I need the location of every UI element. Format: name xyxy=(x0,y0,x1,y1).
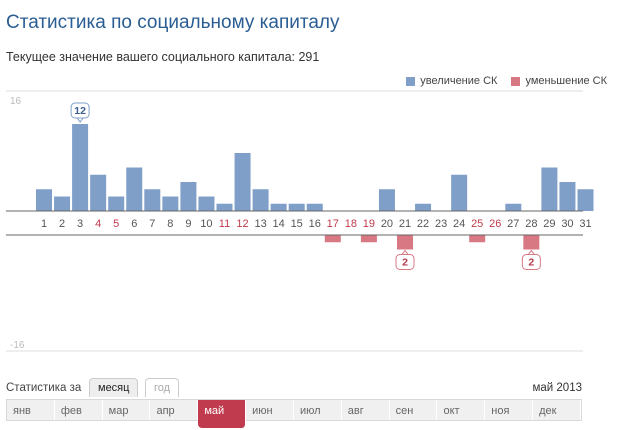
day-label-5: 5 xyxy=(113,218,119,230)
day-label-29: 29 xyxy=(543,218,555,230)
month-2[interactable]: фев xyxy=(55,400,103,420)
day-label-25: 25 xyxy=(471,218,483,230)
month-4[interactable]: апр xyxy=(150,400,199,420)
callout-label-day-3: 12 xyxy=(74,105,86,117)
increase-bar-day-8 xyxy=(162,196,179,211)
increase-bar-day-14 xyxy=(270,203,287,211)
increase-bar-day-27 xyxy=(505,203,522,211)
increase-bar-day-16 xyxy=(306,203,323,211)
day-label-4: 4 xyxy=(95,218,101,230)
legend-increase: увеличение СК xyxy=(406,75,497,87)
legend-decrease-swatch xyxy=(511,76,521,86)
month-6[interactable]: июн xyxy=(246,400,294,420)
legend-increase-swatch xyxy=(406,76,416,86)
day-label-21: 21 xyxy=(399,218,411,230)
day-label-22: 22 xyxy=(417,218,429,230)
decrease-bar-day-25 xyxy=(469,235,486,243)
increase-bar-day-1 xyxy=(36,189,52,211)
decrease-bar-day-28 xyxy=(523,235,540,250)
day-label-8: 8 xyxy=(167,218,173,230)
increase-bar-day-4 xyxy=(90,174,107,211)
legend-increase-label: увеличение СК xyxy=(420,75,498,87)
month-8[interactable]: авг xyxy=(342,400,390,420)
increase-bar-day-31 xyxy=(577,189,594,211)
day-label-19: 19 xyxy=(363,218,375,230)
increase-bar-day-12 xyxy=(234,153,251,211)
increase-bar-day-5 xyxy=(108,196,125,211)
decrease-bar-day-17 xyxy=(324,235,341,243)
increase-bar-day-29 xyxy=(541,167,558,211)
increase-bar-day-9 xyxy=(180,182,197,211)
y-tick-bottom: -16 xyxy=(10,340,25,351)
decrease-bar-day-19 xyxy=(360,235,377,243)
increase-bar-day-15 xyxy=(288,203,305,211)
day-label-26: 26 xyxy=(489,218,501,230)
social-capital-value: Текущее значение вашего социального капи… xyxy=(6,50,320,64)
increase-bar-day-30 xyxy=(559,182,576,211)
month-12[interactable]: дек xyxy=(533,400,581,420)
month-7[interactable]: июл xyxy=(294,400,342,420)
day-label-17: 17 xyxy=(327,218,339,230)
increase-bar-day-24 xyxy=(451,174,468,211)
page-title: Статистика по социальному капиталу xyxy=(6,12,340,33)
day-label-23: 23 xyxy=(435,218,447,230)
day-label-27: 27 xyxy=(507,218,519,230)
day-label-1: 1 xyxy=(41,218,47,230)
decrease-bar-day-21 xyxy=(397,235,413,250)
month-10[interactable]: окт xyxy=(437,400,486,420)
period-label: Статистика за xyxy=(6,382,82,394)
legend-decrease: уменьшение СК xyxy=(511,75,607,87)
callout-tail-day-3 xyxy=(76,117,85,123)
tab-year[interactable]: год xyxy=(145,378,180,397)
month-5[interactable]: май xyxy=(198,400,247,428)
day-label-3: 3 xyxy=(77,218,83,230)
y-tick-top: 16 xyxy=(10,96,22,107)
day-label-20: 20 xyxy=(381,218,393,230)
callout-tail-day-28 xyxy=(527,249,536,255)
increase-bar-day-11 xyxy=(216,203,233,211)
increase-bar-day-3 xyxy=(72,124,89,211)
day-label-15: 15 xyxy=(291,218,303,230)
day-label-16: 16 xyxy=(309,218,321,230)
day-label-14: 14 xyxy=(273,218,285,230)
day-label-30: 30 xyxy=(561,218,573,230)
day-label-31: 31 xyxy=(579,218,591,230)
day-label-6: 6 xyxy=(131,218,137,230)
day-label-11: 11 xyxy=(219,218,230,230)
day-label-12: 12 xyxy=(236,218,248,230)
day-label-7: 7 xyxy=(149,218,155,230)
callout-label-day-21: 2 xyxy=(402,257,408,269)
callout-tail-day-21 xyxy=(401,249,409,255)
increase-bar-day-2 xyxy=(54,196,71,211)
day-label-9: 9 xyxy=(185,218,191,230)
day-label-2: 2 xyxy=(59,218,65,230)
increase-bar-day-6 xyxy=(126,167,143,211)
increase-bar-day-13 xyxy=(252,189,269,211)
day-label-28: 28 xyxy=(525,218,537,230)
callout-label-day-28: 2 xyxy=(528,257,534,269)
social-capital-chart: 16-161 2 3 4 5 6 7 8 9 10 11 12 13 14 15 16 17 18 19 20 21 22… xyxy=(6,90,594,352)
chart-legend: увеличение СК уменьшение СК xyxy=(392,75,607,87)
month-3[interactable]: мар xyxy=(103,400,151,420)
day-label-10: 10 xyxy=(200,218,212,230)
month-bar: янв фев мар апр май июн июл авг сен окт ноя дек xyxy=(6,399,582,428)
day-label-18: 18 xyxy=(345,218,357,230)
day-label-13: 13 xyxy=(254,218,266,230)
month-11[interactable]: ноя xyxy=(485,400,534,420)
day-label-24: 24 xyxy=(453,218,465,230)
increase-bar-day-20 xyxy=(378,189,395,211)
month-1[interactable]: янв xyxy=(7,400,55,420)
legend-decrease-label: уменьшение СК xyxy=(525,75,607,87)
increase-bar-day-22 xyxy=(415,203,432,211)
current-period: май 2013 xyxy=(532,382,582,394)
increase-bar-day-7 xyxy=(144,189,161,211)
tab-month[interactable]: месяц xyxy=(89,378,139,397)
month-9[interactable]: сен xyxy=(390,400,438,420)
increase-bar-day-10 xyxy=(198,196,215,211)
